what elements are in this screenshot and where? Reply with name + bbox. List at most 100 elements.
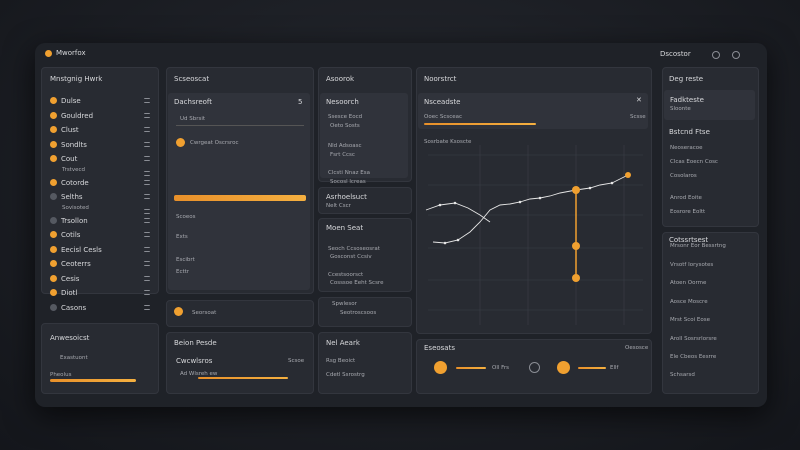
item[interactable]: Eecisl Cesls bbox=[61, 245, 102, 254]
panel-title: Scseoscat bbox=[174, 75, 210, 83]
option[interactable]: Cwrgeat Oscrsroc bbox=[190, 140, 239, 146]
item[interactable]: Neoseracoe bbox=[670, 145, 703, 151]
toggle[interactable] bbox=[529, 362, 540, 373]
item[interactable]: Ccestsoorsct bbox=[328, 272, 364, 278]
item[interactable]: Cotorde bbox=[61, 178, 89, 187]
progress bbox=[198, 377, 288, 379]
item[interactable]: Oeto Sosts bbox=[330, 122, 360, 129]
status-dot bbox=[50, 178, 57, 186]
item[interactable]: Aroll Sosrsrlorsre bbox=[670, 335, 717, 342]
item[interactable]: Sondlts bbox=[61, 140, 87, 149]
item[interactable]: Seoch Ccsoseosrat bbox=[328, 246, 380, 252]
label: Seorsoat bbox=[192, 310, 217, 316]
label: Dachsreoft bbox=[174, 98, 213, 106]
search-icon[interactable] bbox=[712, 51, 720, 59]
row-panel bbox=[166, 300, 314, 327]
item[interactable]: Clcas Eoecn Cosc bbox=[670, 159, 718, 165]
item[interactable]: Socosl lcreas bbox=[330, 178, 366, 185]
item[interactable]: Sovisoted bbox=[62, 204, 89, 211]
item[interactable]: Cout bbox=[61, 155, 78, 163]
tag: Scsse bbox=[630, 114, 646, 120]
item-icon bbox=[144, 141, 150, 147]
status-dot bbox=[50, 111, 57, 119]
progress bbox=[50, 379, 136, 382]
item[interactable]: Cotils bbox=[61, 231, 81, 239]
panel-title: Eseosats bbox=[424, 344, 455, 352]
status-dot bbox=[50, 245, 57, 253]
panel-title: Moen Seat bbox=[326, 224, 364, 232]
item-icon bbox=[144, 179, 150, 185]
item[interactable]: Mrsonr Eor Bessrtng bbox=[670, 243, 726, 249]
item-icon bbox=[144, 232, 150, 237]
item[interactable]: Fsrt Ccsc bbox=[330, 151, 355, 158]
settings-icon[interactable] bbox=[732, 51, 740, 59]
slider[interactable] bbox=[456, 367, 486, 369]
radio[interactable] bbox=[176, 138, 185, 147]
item[interactable]: Anrod Eoite bbox=[670, 195, 702, 201]
item[interactable]: Cesis bbox=[61, 274, 80, 283]
item[interactable]: Ele Cbeos Eesrre bbox=[670, 354, 717, 360]
item[interactable]: Dulse bbox=[61, 97, 81, 105]
item[interactable]: Cosolaros bbox=[670, 173, 697, 179]
knob[interactable] bbox=[557, 361, 570, 374]
status-dot bbox=[50, 289, 57, 296]
item: Fadkteste bbox=[670, 96, 704, 104]
row: Scoeos bbox=[176, 214, 196, 220]
slider[interactable] bbox=[174, 195, 306, 201]
control[interactable]: Oll Frs bbox=[492, 365, 510, 371]
row: Escibrt bbox=[176, 257, 195, 263]
control[interactable]: Ellf bbox=[610, 365, 619, 371]
item[interactable]: Nld Adsoasc bbox=[328, 143, 362, 149]
tag: Oesosce bbox=[625, 345, 649, 351]
status-dot bbox=[50, 216, 57, 224]
label: Nesoorch bbox=[326, 98, 359, 106]
field[interactable]: Ad Wlsreh ew bbox=[180, 371, 218, 377]
inner bbox=[664, 90, 755, 120]
item[interactable]: Pheolus bbox=[50, 372, 72, 378]
panel bbox=[318, 187, 412, 214]
item[interactable]: Trstvecd bbox=[62, 166, 85, 173]
item[interactable]: Cosssoe Eeht Scsre bbox=[330, 280, 384, 286]
item[interactable]: Exastuont bbox=[60, 355, 88, 361]
item-icon bbox=[144, 112, 150, 118]
radio[interactable] bbox=[174, 307, 183, 316]
item-icon bbox=[144, 261, 150, 266]
panel bbox=[166, 332, 314, 394]
item[interactable]: Vrsotf Iorysotes bbox=[670, 261, 714, 268]
item[interactable]: Clcsti Nnaz Esa bbox=[328, 170, 371, 176]
series-line bbox=[432, 174, 629, 244]
item-icon bbox=[144, 246, 150, 252]
panel bbox=[318, 332, 412, 394]
field[interactable]: Ud Sbrsit bbox=[180, 116, 206, 122]
item[interactable]: Aosce Moscre bbox=[670, 298, 708, 305]
item[interactable]: Ssesce Eocd bbox=[328, 114, 363, 120]
panel-title: Beion Pesde bbox=[174, 339, 217, 347]
item-icon bbox=[144, 156, 150, 161]
rule bbox=[176, 125, 304, 126]
close[interactable]: ✕ bbox=[636, 96, 642, 104]
knob[interactable] bbox=[434, 361, 447, 374]
sidebar-title: Mnstgnig Hwrk bbox=[50, 75, 103, 83]
item[interactable]: Casons bbox=[61, 303, 87, 312]
item-icon bbox=[144, 194, 150, 199]
item[interactable]: Mrst Scoi Eose bbox=[670, 317, 711, 323]
sidebar-bottom bbox=[41, 323, 159, 394]
item[interactable]: Eosrore Eoltt bbox=[670, 209, 706, 215]
status-dot bbox=[50, 303, 57, 311]
item[interactable]: Atoen Oorme bbox=[670, 280, 707, 286]
item[interactable]: Clust bbox=[61, 126, 79, 134]
right-panel bbox=[662, 232, 759, 394]
item[interactable]: Diotl bbox=[61, 289, 78, 297]
panel-title: Nel Aeark bbox=[326, 339, 360, 347]
slider[interactable] bbox=[578, 367, 606, 369]
logo bbox=[45, 50, 52, 57]
app-name: Mworfox bbox=[56, 49, 86, 57]
user-name[interactable]: Dscostor bbox=[660, 50, 691, 58]
item[interactable]: Gosconst Ccsiv bbox=[330, 254, 372, 260]
item[interactable]: Gouldred bbox=[61, 111, 94, 120]
item[interactable]: Trsollon bbox=[61, 216, 88, 225]
item: Spwlesor bbox=[332, 301, 357, 307]
item[interactable]: Ceoterrs bbox=[61, 260, 91, 268]
item[interactable]: Selths bbox=[61, 193, 83, 201]
field: Ooec Scsceac bbox=[424, 114, 463, 120]
